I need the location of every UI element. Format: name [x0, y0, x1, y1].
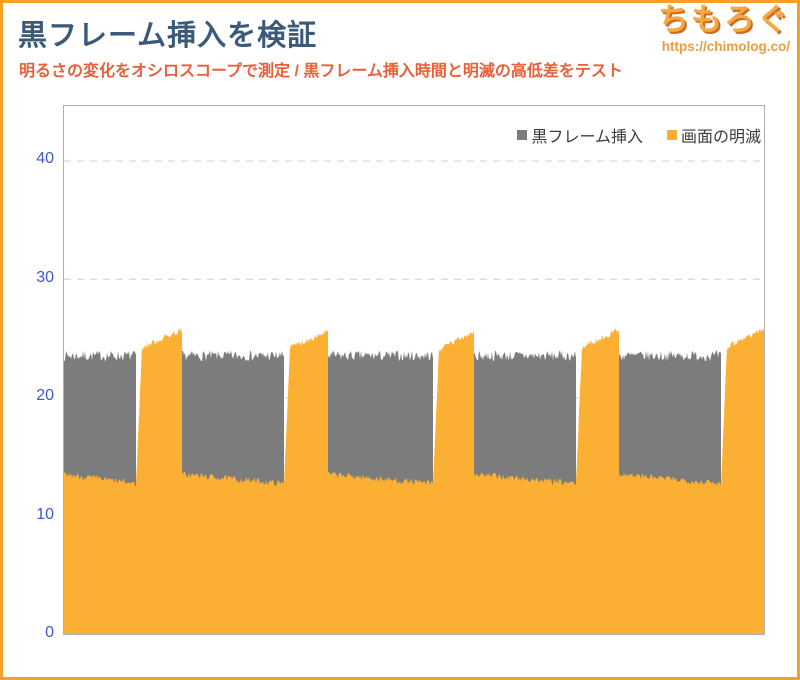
y-tick-label: 30: [36, 268, 54, 286]
plot-svg: [64, 160, 764, 634]
legend-swatch-gray-icon: [517, 130, 528, 140]
legend-item-screen-flicker: 画面の明滅: [666, 123, 761, 147]
legend: 黒フレーム挿入 画面の明滅: [517, 123, 761, 147]
y-tick-label: 40: [36, 150, 54, 168]
legend-label: 黒フレーム挿入: [531, 129, 643, 146]
y-tick-label: 20: [36, 387, 54, 405]
legend-label: 画面の明滅: [680, 129, 761, 146]
header: 黒フレーム挿入を検証 明るさの変化をオシロスコープで測定 / 黒フレーム挿入時間…: [0, 0, 800, 100]
site-logo: ちもろぐ https://chimolog.co/: [658, 2, 790, 55]
page-subtitle: 明るさの変化をオシロスコープで測定 / 黒フレーム挿入時間と明滅の高低差をテスト: [19, 63, 623, 80]
site-logo-text: ちもろぐ: [658, 2, 790, 37]
y-tick-label: 0: [45, 624, 54, 641]
legend-swatch-orange-icon: [666, 130, 677, 140]
page-title: 黒フレーム挿入を検証: [18, 20, 318, 52]
series-screen-flicker: [64, 327, 764, 634]
site-logo-url: https://chimolog.co/: [661, 39, 790, 54]
plot-area: 黒フレーム挿入 画面の明滅: [63, 105, 765, 635]
y-tick-label: 10: [36, 505, 54, 523]
legend-item-black-frame-insertion: 黒フレーム挿入: [517, 123, 643, 147]
